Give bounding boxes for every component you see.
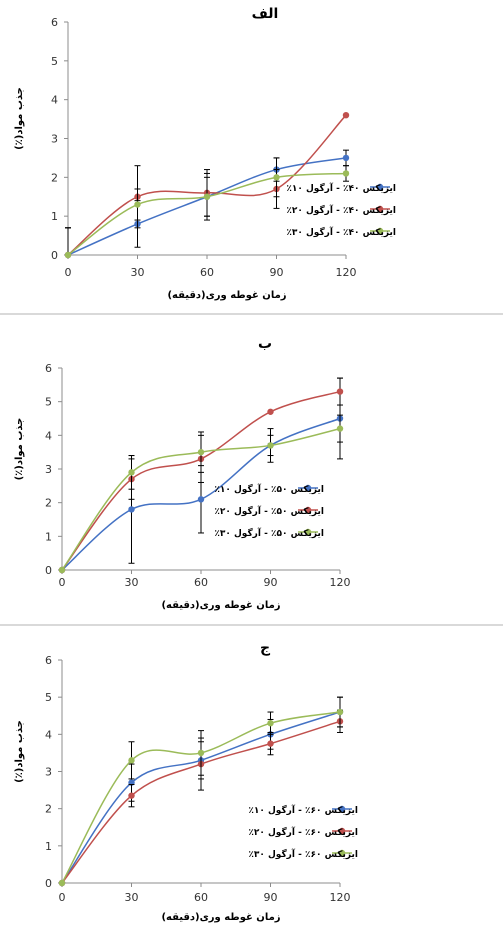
chart3-x-tick-label: 120 (330, 891, 351, 904)
chart2-y-tick-label: 5 (45, 396, 52, 409)
chart3-y-axis-label: جذب مواد(٪) (14, 720, 25, 783)
chart3-legend-swatch-marker-2 (338, 827, 346, 835)
chart2-series-1-point (128, 506, 135, 513)
chart1-y-tick-label: 2 (51, 171, 58, 184)
chart2-series-2-point (336, 388, 344, 395)
chart1-x-tick-label: 120 (336, 266, 357, 279)
chart1-series-3-point (64, 251, 72, 259)
chart2-series-3-point (336, 425, 344, 432)
chart-panel-1: الف 0 1 2 3 4 5 6 0 30 60 90 120 زمان غوطه وری(دقیقه)… (0, 0, 503, 310)
chart1-x-tick-label: 30 (131, 266, 145, 279)
chart1-y-tick-label: 0 (51, 249, 58, 262)
chart1-series-3-point (273, 174, 280, 181)
chart2-legend-swatch-marker-1 (304, 484, 312, 492)
chart2-x-tick-label: 60 (194, 576, 208, 589)
chart1-legend-label-3: ایزیکس ۴۰٪ - آرگول ۳۰٪ (286, 226, 396, 238)
chart3-y-tick-label: 0 (45, 877, 52, 890)
chart2-series-3-line (61, 427, 341, 571)
chart2-x-tick-label: 120 (330, 576, 351, 589)
chart2-series-3-point (197, 448, 205, 456)
chart2-x-tick-label: 30 (125, 576, 139, 589)
chart2-legend-label-3: ایزیکس ۵۰٪ - آرگول ۳۰٪ (214, 527, 324, 539)
chart1-y-tick-label: 1 (51, 210, 58, 223)
chart2-x-tick-label: 90 (264, 576, 278, 589)
chart3-title: ج (260, 640, 271, 656)
chart1-series-1-point (342, 154, 350, 162)
chart3-legend-swatch-marker-1 (338, 805, 346, 813)
chart1-y-axis-label: جذب مواد(٪) (14, 87, 25, 150)
chart1-legend-label-2: ایزیکس ۴۰٪ - آرگول ۲۰٪ (286, 204, 396, 216)
chart1-legend-swatch-marker-2 (376, 205, 384, 213)
chart1-y-tick-label: 4 (51, 94, 58, 107)
chart1-x-tick-label: 60 (200, 266, 214, 279)
chart1-legend-swatch-marker-1 (376, 183, 384, 191)
chart3-series-2-point (128, 792, 135, 799)
chart1-series-2-point (342, 112, 350, 119)
chart2-y-tick-label: 2 (45, 497, 52, 510)
chart1-x-axis-label: زمان غوطه وری(دقیقه) (167, 290, 286, 301)
chart2-x-tick-label: 0 (59, 576, 66, 589)
chart3-series-3-line (61, 711, 341, 884)
chart2-series-3-point (58, 566, 66, 574)
chart1-x-tick-label: 90 (270, 266, 284, 279)
chart1-series-3-point (134, 201, 141, 208)
chart3-legend-swatch-marker-3 (338, 849, 346, 857)
chart3-y-tick-label: 2 (45, 803, 52, 816)
chart2-y-axis-label: جذب مواد(٪) (14, 418, 25, 481)
chart1-y-tick-label: 6 (51, 16, 58, 29)
chart2-legend-swatch-marker-3 (304, 528, 312, 536)
chart3-x-tick-label: 60 (194, 891, 208, 904)
chart3-series-3-point (267, 719, 274, 727)
chart1-y-tick-label: 3 (51, 133, 58, 146)
chart2-title: ب (258, 336, 272, 352)
chart1-title: الف (252, 6, 279, 22)
chart3-x-axis-label: زمان غوطه وری(دقیقه) (161, 912, 280, 923)
chart2-y-tick-label: 0 (45, 564, 52, 577)
panel-divider-2 (0, 624, 503, 626)
chart3-x-tick-label: 90 (264, 891, 278, 904)
chart2-series-2-point (267, 408, 274, 415)
chart3-x-tick-label: 30 (125, 891, 139, 904)
chart3-series-3-point (58, 879, 66, 887)
chart2-y-tick-label: 1 (45, 530, 52, 543)
chart1-series-3-point (342, 170, 350, 177)
chart1-y-tick-label: 5 (51, 55, 58, 68)
chart3-series-3-point (128, 757, 135, 764)
chart3-y-tick-label: 6 (45, 654, 52, 667)
chart3-series-3-point (197, 749, 205, 757)
chart3-series-3-point (336, 708, 344, 716)
chart2-legend-swatch-marker-2 (304, 506, 312, 514)
chart-panel-3: ج 0 1 2 3 4 5 6 0 30 60 90 120 زمان غوطه وری(دقیقه) جذ… (0, 630, 503, 931)
chart1-legend-label-1: ایزیکس ۴۰٪ - آرگول ۱۰٪ (286, 182, 396, 194)
chart3-series-1-line (61, 711, 341, 884)
chart2-series-1-point (197, 496, 205, 503)
chart2-y-tick-label: 4 (45, 429, 52, 442)
chart1-legend-swatch-marker-3 (376, 227, 384, 235)
chart3-legend-label-2: ایزیکس ۶۰٪ - آرگول ۲۰٪ (248, 826, 358, 838)
chart2-series-3-point (128, 469, 135, 476)
panel-divider-1 (0, 313, 503, 315)
chart2-legend-label-1: ایزیکس ۵۰٪ - آرگول ۱۰٪ (214, 483, 324, 495)
chart3-x-tick-label: 0 (59, 891, 66, 904)
chart3-y-tick-label: 4 (45, 728, 52, 741)
chart3-series-2-point (267, 740, 274, 747)
chart2-y-tick-label: 6 (45, 362, 52, 375)
chart2-y-tick-label: 3 (45, 463, 52, 476)
chart3-legend-label-3: ایزیکس ۶۰٪ - آرگول ۳۰٪ (248, 848, 358, 860)
chart2-legend-label-2: ایزیکس ۵۰٪ - آرگول ۲۰٪ (214, 505, 324, 517)
chart2-series-3-point (267, 442, 274, 449)
chart3-legend-label-1: ایزیکس ۶۰٪ - آرگول ۱۰٪ (248, 804, 358, 816)
chart1-x-tick-label: 0 (65, 266, 72, 279)
chart3-y-tick-label: 3 (45, 766, 52, 779)
chart3-y-tick-label: 5 (45, 691, 52, 704)
chart2-x-axis-label: زمان غوطه وری(دقیقه) (161, 600, 280, 611)
chart1-series-3-point (203, 193, 211, 200)
chart3-y-tick-label: 1 (45, 840, 52, 853)
chart-panel-2: ب 0 1 2 3 4 5 6 0 30 60 90 120 زمان غوطه وری(دقیقه) جذ… (0, 318, 503, 620)
